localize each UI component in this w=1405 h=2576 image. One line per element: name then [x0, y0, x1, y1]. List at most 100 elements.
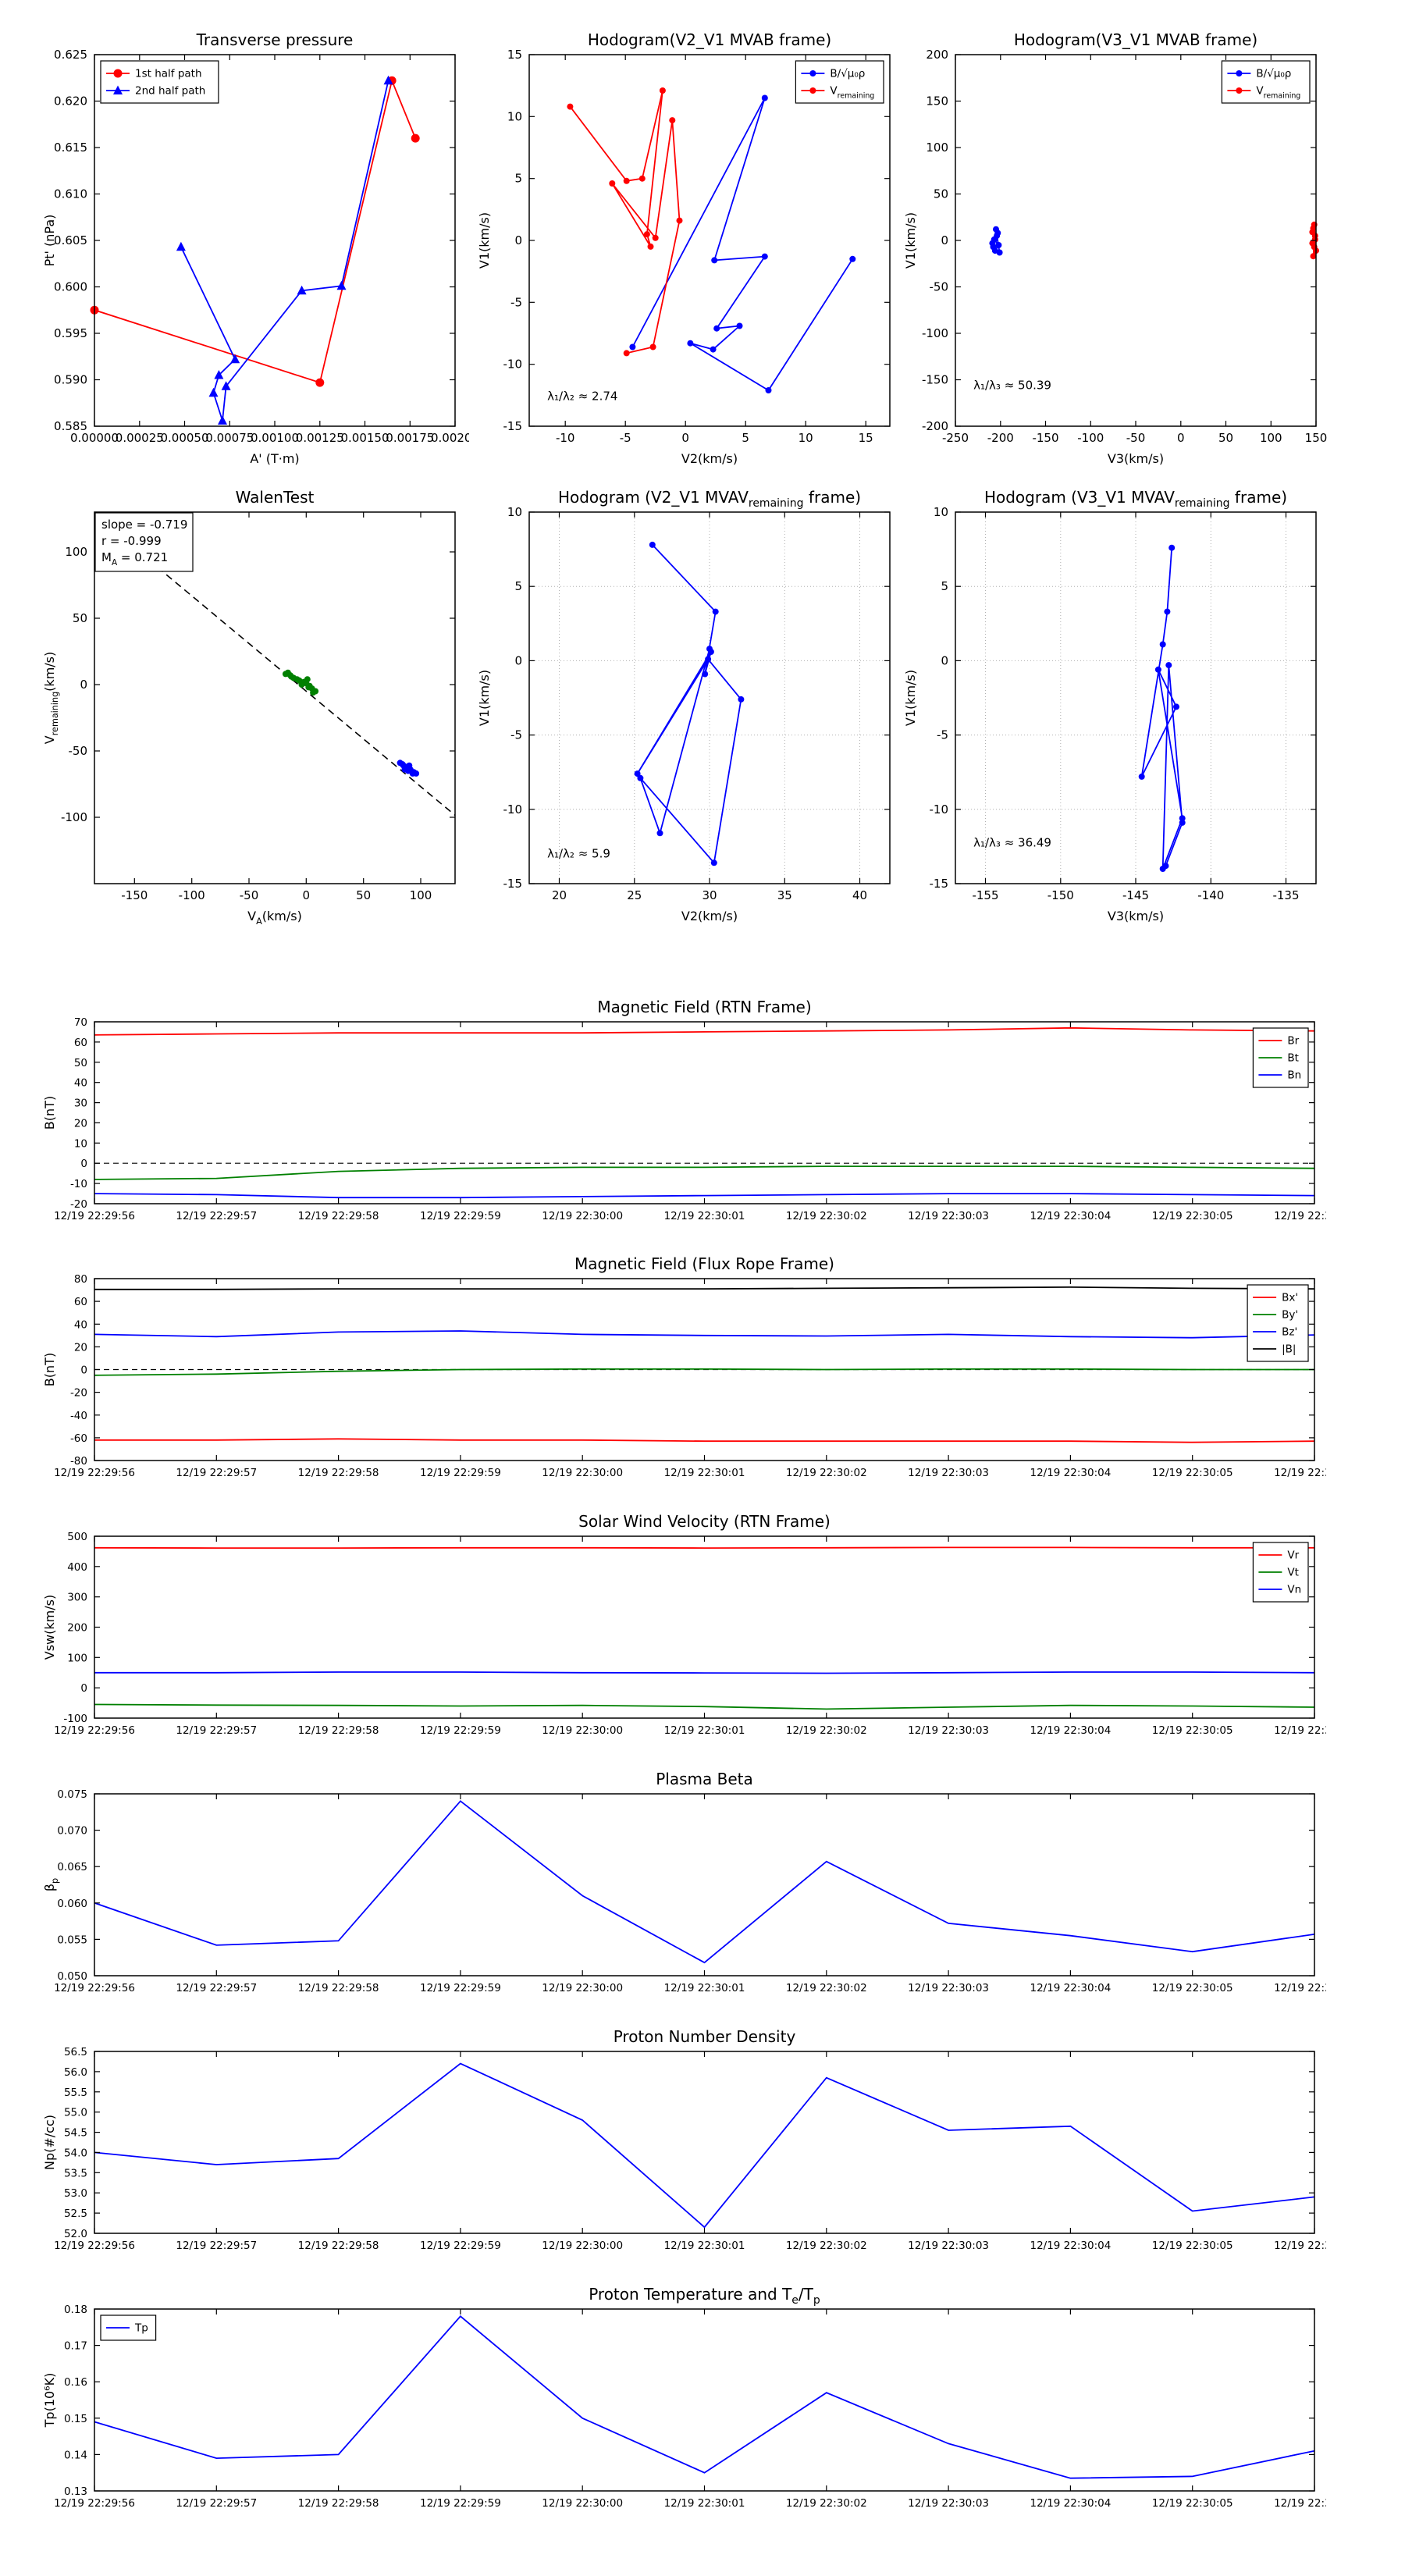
svg-text:60: 60	[74, 1037, 87, 1049]
svg-text:5: 5	[514, 172, 522, 186]
svg-text:-15: -15	[503, 877, 523, 891]
svg-text:12/19 22:30:04: 12/19 22:30:04	[1030, 2497, 1111, 2510]
svg-text:200: 200	[926, 48, 948, 62]
svg-text:Plasma Beta: Plasma Beta	[656, 1770, 753, 1788]
svg-text:12/19 22:29:56: 12/19 22:29:56	[54, 2240, 135, 2252]
svg-text:0.14: 0.14	[64, 2449, 87, 2461]
svg-text:150: 150	[1305, 431, 1328, 445]
svg-text:-5: -5	[510, 295, 522, 309]
svg-text:Pt' (nPa): Pt' (nPa)	[42, 215, 57, 267]
svg-text:100: 100	[410, 888, 432, 902]
svg-text:12/19 22:30:06: 12/19 22:30:06	[1274, 2497, 1326, 2510]
svg-text:0.15: 0.15	[64, 2413, 87, 2425]
svg-text:-20: -20	[70, 1198, 87, 1211]
svg-text:0.00100: 0.00100	[251, 431, 299, 445]
svg-text:Hodogram(V3_V1 MVAB frame): Hodogram(V3_V1 MVAB frame)	[1014, 30, 1257, 49]
svg-text:-10: -10	[556, 431, 575, 445]
svg-text:Proton Number Density: Proton Number Density	[614, 2027, 796, 2046]
svg-text:Bn: Bn	[1287, 1069, 1301, 1082]
svg-text:0: 0	[514, 653, 522, 667]
svg-text:70: 70	[74, 1016, 87, 1029]
svg-text:-200: -200	[922, 419, 948, 433]
svg-text:Vn: Vn	[1287, 1584, 1301, 1596]
svg-text:Magnetic Field (RTN Frame): Magnetic Field (RTN Frame)	[597, 998, 811, 1016]
svg-text:12/19 22:30:03: 12/19 22:30:03	[908, 1210, 989, 1222]
svg-text:-50: -50	[240, 888, 259, 902]
svg-text:60: 60	[74, 1296, 87, 1308]
svg-text:12/19 22:30:00: 12/19 22:30:00	[542, 1467, 623, 1479]
svg-text:12/19 22:30:01: 12/19 22:30:01	[664, 1724, 745, 1737]
svg-text:Bz': Bz'	[1282, 1326, 1297, 1339]
svg-text:12/19 22:30:05: 12/19 22:30:05	[1152, 1467, 1233, 1479]
svg-text:-150: -150	[1032, 431, 1058, 445]
chart-solar-wind-velocity: 12/19 22:29:56 12/19 22:29:57 12/19 22:29:…	[32, 1509, 1355, 1742]
svg-text:12/19 22:30:04: 12/19 22:30:04	[1030, 1982, 1111, 1994]
svg-text:0: 0	[80, 1158, 87, 1170]
svg-text:12/19 22:30:03: 12/19 22:30:03	[908, 1724, 989, 1737]
svg-text:Proton Temperature and Te​/Tp​: Proton Temperature and Te​/Tp​	[589, 2285, 820, 2307]
svg-text:-15: -15	[503, 419, 523, 433]
svg-text:Vt: Vt	[1287, 1567, 1299, 1579]
svg-text:56.5: 56.5	[64, 2046, 87, 2058]
svg-text:12/19 22:30:05: 12/19 22:30:05	[1152, 2497, 1233, 2510]
svg-text:53.0: 53.0	[64, 2187, 87, 2200]
svg-text:12/19 22:30:01: 12/19 22:30:01	[664, 1982, 745, 1994]
svg-text:0.595: 0.595	[54, 326, 87, 340]
svg-text:-100: -100	[61, 810, 87, 824]
svg-text:12/19 22:30:06: 12/19 22:30:06	[1274, 1724, 1326, 1737]
svg-text:V1(km/s): V1(km/s)	[477, 670, 492, 726]
svg-text:0.060: 0.060	[57, 1898, 87, 1910]
svg-text:V3(km/s): V3(km/s)	[1108, 451, 1164, 466]
svg-text:12/19 22:30:01: 12/19 22:30:01	[664, 1467, 745, 1479]
svg-text:MA​ = 0.721: MA​ = 0.721	[101, 550, 168, 568]
svg-text:5: 5	[742, 431, 749, 445]
svg-text:12/19 22:29:58: 12/19 22:29:58	[298, 1467, 379, 1479]
chart-hodogram-v3v1-mvab: -250 -200 -150 -100 -50 0 50 100 150 -200 -150 -100…	[901, 27, 1330, 473]
svg-text:12/19 22:30:00: 12/19 22:30:00	[542, 1210, 623, 1222]
svg-text:12/19 22:29:58: 12/19 22:29:58	[298, 2240, 379, 2252]
svg-text:12/19 22:30:06: 12/19 22:30:06	[1274, 2240, 1326, 2252]
svg-text:-15: -15	[930, 877, 949, 891]
svg-text:100: 100	[1260, 431, 1282, 445]
svg-text:12/19 22:29:59: 12/19 22:29:59	[420, 2497, 501, 2510]
svg-text:0.065: 0.065	[57, 1861, 87, 1873]
svg-text:55.5: 55.5	[64, 2087, 87, 2099]
svg-text:V1(km/s): V1(km/s)	[903, 212, 918, 269]
svg-text:12/19 22:29:57: 12/19 22:29:57	[176, 1210, 257, 1222]
svg-text:12/19 22:30:03: 12/19 22:30:03	[908, 2497, 989, 2510]
svg-text:-10: -10	[930, 802, 949, 817]
svg-text:r = -0.999: r = -0.999	[101, 534, 162, 548]
svg-text:0.050: 0.050	[57, 1970, 87, 1983]
svg-text:B(nT): B(nT)	[42, 1353, 57, 1386]
svg-text:2nd half path: 2nd half path	[135, 85, 205, 98]
svg-text:12/19 22:29:59: 12/19 22:29:59	[420, 1467, 501, 1479]
svg-text:15: 15	[859, 431, 873, 445]
svg-text:Tp(10⁶K): Tp(10⁶K)	[42, 2373, 57, 2428]
svg-text:12/19 22:30:06: 12/19 22:30:06	[1274, 1467, 1326, 1479]
svg-text:-10: -10	[503, 802, 523, 817]
svg-text:50: 50	[356, 888, 371, 902]
svg-text:λ₁/λ₂ ≈ 5.9: λ₁/λ₂ ≈ 5.9	[547, 847, 610, 861]
svg-text:30: 30	[74, 1098, 87, 1110]
svg-text:12/19 22:30:02: 12/19 22:30:02	[786, 1982, 867, 1994]
svg-text:0.16: 0.16	[64, 2376, 87, 2389]
svg-text:Hodogram (V2_V1 MVAVremaining​: Hodogram (V2_V1 MVAVremaining​ frame)	[558, 488, 861, 510]
svg-text:Bx': Bx'	[1282, 1292, 1298, 1304]
svg-text:12/19 22:30:00: 12/19 22:30:00	[542, 2497, 623, 2510]
svg-text:0.00175: 0.00175	[386, 431, 434, 445]
svg-text:0: 0	[80, 1364, 87, 1377]
svg-text:B/√μ₀ρ: B/√μ₀ρ	[1256, 68, 1291, 80]
svg-text:0.590: 0.590	[54, 373, 87, 387]
chart-transverse-pressure: 0.00000 0.00025 0.00050 0.00075 0.00100 0.001…	[40, 27, 479, 473]
svg-text:12/19 22:30:02: 12/19 22:30:02	[786, 2497, 867, 2510]
svg-text:0: 0	[681, 431, 689, 445]
svg-text:10: 10	[74, 1137, 87, 1150]
svg-text:0.615: 0.615	[54, 141, 87, 155]
svg-text:150: 150	[926, 94, 948, 109]
svg-text:0.00000: 0.00000	[70, 431, 119, 445]
svg-text:-10: -10	[70, 1178, 87, 1190]
svg-text:12/19 22:29:58: 12/19 22:29:58	[298, 1724, 379, 1737]
svg-text:0.075: 0.075	[57, 1788, 87, 1801]
svg-text:10: 10	[507, 109, 522, 123]
svg-text:0: 0	[941, 233, 948, 247]
